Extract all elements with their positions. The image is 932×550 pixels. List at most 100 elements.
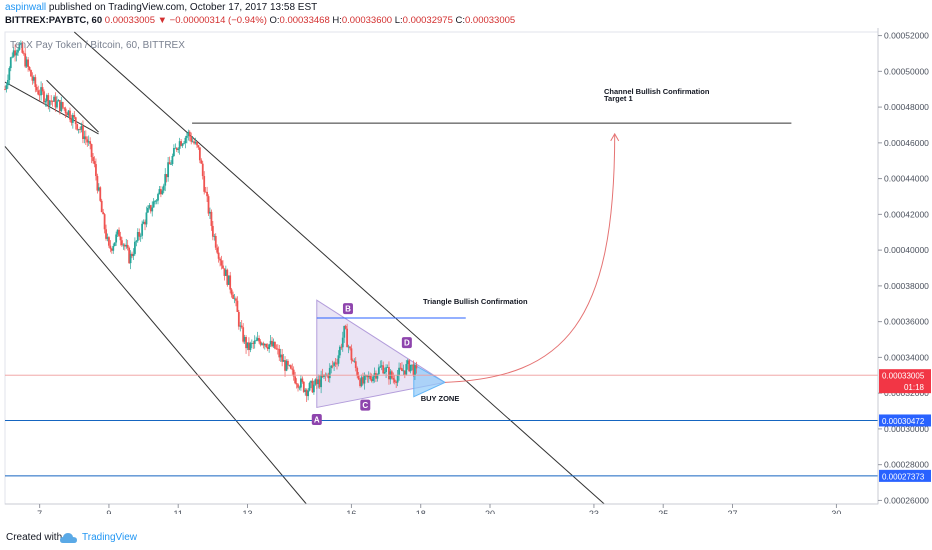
- candle-body: [269, 340, 272, 345]
- candle-body: [19, 43, 22, 45]
- candle-body: [304, 389, 307, 392]
- symbol-label[interactable]: BITTREX:PAYBTC, 60: [5, 15, 103, 26]
- tradingview-brand[interactable]: TradingView: [82, 532, 138, 543]
- candle-body: [226, 269, 229, 285]
- candle-body: [181, 143, 184, 146]
- candle-body: [27, 59, 29, 67]
- wave-point-label: D: [404, 339, 410, 348]
- candle-body: [71, 115, 74, 123]
- candle-body: [230, 289, 233, 295]
- candle-body: [357, 375, 360, 380]
- candle-body: [142, 221, 145, 224]
- candle-body: [383, 372, 386, 374]
- candle-body: [178, 141, 181, 149]
- candle-body: [57, 100, 60, 102]
- candle-body: [118, 229, 120, 237]
- candle-body: [204, 191, 207, 193]
- candle-body: [54, 96, 57, 108]
- author-link[interactable]: aspinwall: [5, 2, 47, 13]
- candle-body: [356, 367, 359, 376]
- candle-body: [60, 102, 63, 112]
- candle-body: [396, 375, 399, 383]
- candle-body: [393, 379, 396, 383]
- candle-body: [409, 364, 412, 372]
- candle-body: [259, 341, 262, 345]
- candle-body: [131, 253, 133, 257]
- candle-body: [284, 360, 286, 371]
- candle-body: [157, 194, 159, 201]
- candle-body: [263, 343, 266, 346]
- ohlc-legend: BITTREX:PAYBTC, 60 0.00033005 ▼ −0.00000…: [5, 15, 515, 26]
- candle-body: [214, 235, 217, 248]
- candle-body: [272, 341, 275, 347]
- candle-body: [265, 343, 268, 348]
- publish-text: published on TradingView.com, October 17…: [46, 2, 318, 13]
- candle-body: [315, 379, 318, 385]
- candle-body: [275, 348, 278, 350]
- candle-body: [377, 367, 380, 375]
- candle-body: [191, 141, 194, 143]
- candle-body: [183, 143, 185, 144]
- candle-body: [232, 294, 234, 299]
- price-change: ▼ −0.00000314 (−0.94%): [157, 15, 267, 26]
- candle-body: [100, 200, 103, 213]
- publish-info: aspinwall published on TradingView.com, …: [5, 2, 317, 13]
- trend-line: [46, 79, 99, 133]
- candle-body: [9, 57, 12, 69]
- candle-body: [340, 346, 343, 348]
- candle-body: [31, 76, 34, 81]
- candle-body: [24, 53, 27, 67]
- candle-body: [155, 200, 158, 202]
- candle-body: [318, 379, 321, 388]
- candle-body: [295, 383, 298, 385]
- x-tick-label: 27: [727, 509, 737, 514]
- candle-body: [344, 325, 347, 329]
- candle-body: [281, 354, 284, 362]
- candle-body: [243, 337, 246, 342]
- candle-body: [372, 376, 374, 382]
- candle-body: [287, 360, 289, 366]
- y-tick-label: 0.00038000: [884, 281, 929, 291]
- candle-body: [80, 125, 83, 130]
- candle-body: [149, 205, 152, 212]
- candle-body: [331, 365, 334, 367]
- open-value: 0.00033468: [279, 15, 330, 26]
- candle-body: [411, 364, 413, 366]
- candle-body: [376, 374, 379, 379]
- candle-body: [73, 115, 76, 118]
- candle-body: [282, 360, 285, 362]
- candle-body: [367, 375, 370, 378]
- candle-body: [343, 325, 346, 338]
- candle-body: [147, 207, 149, 213]
- candle-body: [103, 214, 106, 230]
- price-axis[interactable]: 0.00052000 0.00050000 0.00048000 0.00046000…: [877, 28, 931, 505]
- grid: [4, 31, 879, 505]
- candle-body: [327, 374, 330, 379]
- buy-zone-label: BUY ZONE: [421, 394, 460, 403]
- candle-body: [175, 147, 178, 150]
- candle-body: [47, 95, 50, 106]
- wave-point-label: B: [345, 305, 351, 314]
- candle-body: [414, 365, 416, 376]
- candle-body: [206, 191, 208, 197]
- candle-body: [92, 157, 94, 162]
- candle-body: [380, 365, 383, 367]
- candle-body: [190, 136, 193, 142]
- candle-body: [89, 141, 92, 145]
- y-tick-label: 0.00052000: [884, 31, 929, 41]
- candle-body: [110, 248, 113, 251]
- candle-body: [274, 341, 276, 349]
- level-price-tag: [879, 414, 931, 427]
- time-axis[interactable]: 7 9 11 13 16 18 20 23 25 27 30: [5, 503, 878, 514]
- candle-body: [164, 174, 167, 186]
- candle-body: [126, 244, 129, 248]
- candle-body: [188, 131, 191, 137]
- candle-body: [379, 366, 382, 368]
- candle-body: [41, 87, 44, 92]
- candle-body: [30, 70, 32, 77]
- candle-body: [237, 311, 240, 327]
- x-tick-label: 16: [346, 509, 356, 514]
- candle-body: [97, 187, 100, 191]
- candle-body: [300, 378, 302, 388]
